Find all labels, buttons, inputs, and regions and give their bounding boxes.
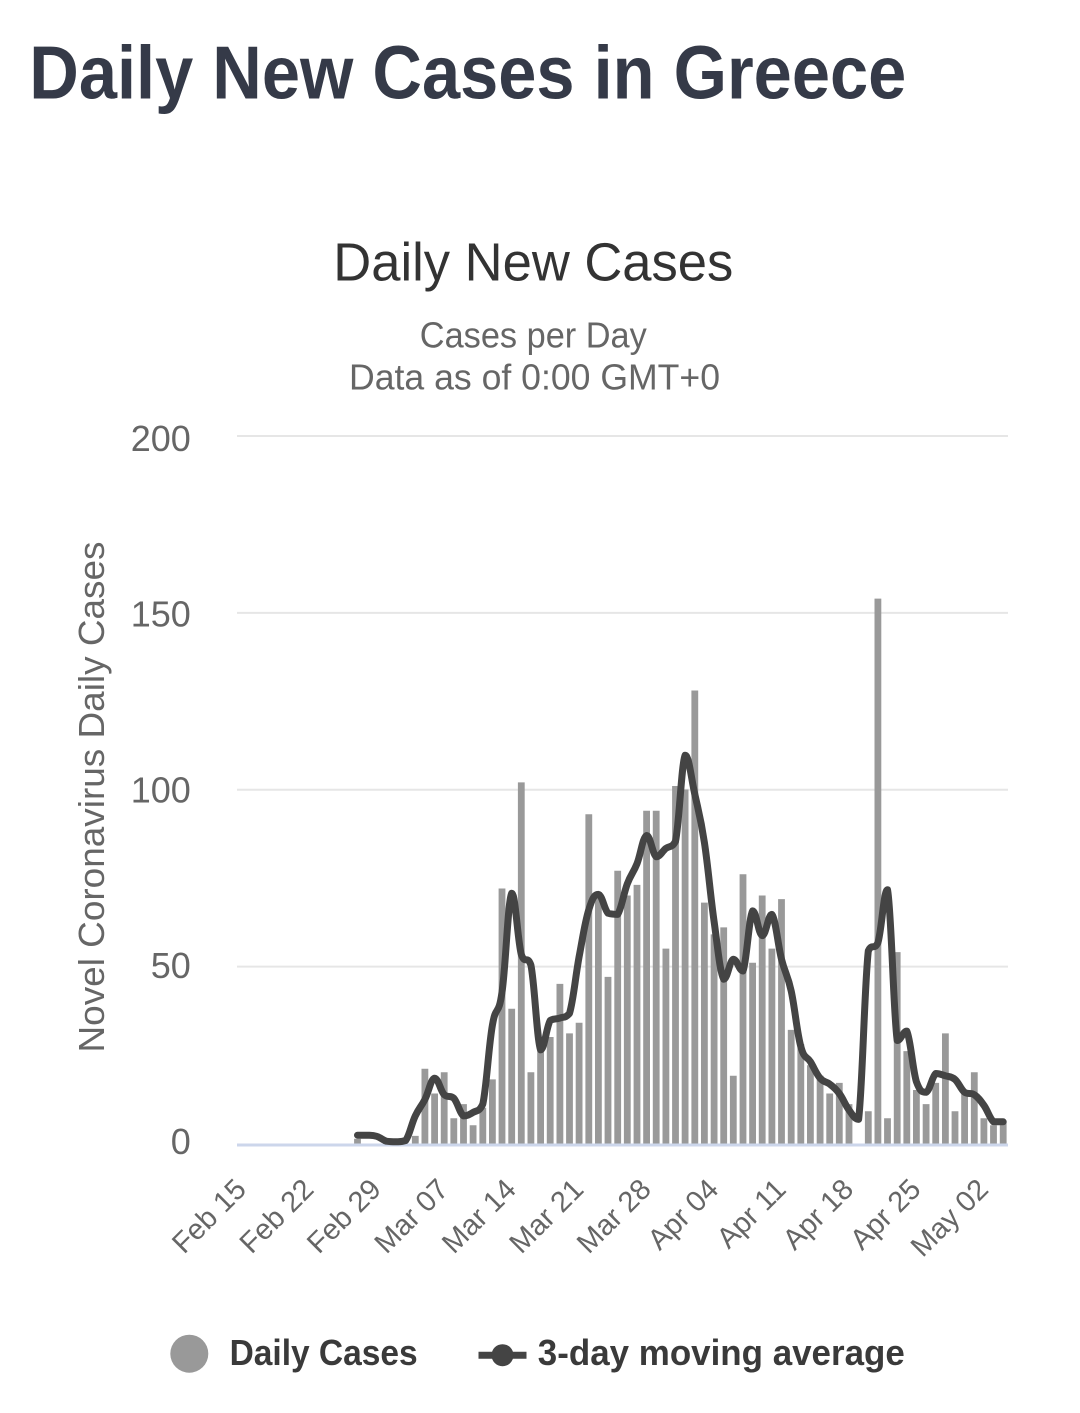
svg-text:Daily New Cases: Daily New Cases <box>333 233 733 293</box>
svg-text:50: 50 <box>151 945 191 986</box>
svg-text:Daily New Cases in Greece: Daily New Cases in Greece <box>29 31 906 115</box>
svg-text:Cases per Day: Cases per Day <box>420 314 647 355</box>
svg-text:100: 100 <box>131 769 191 810</box>
svg-text:150: 150 <box>131 594 191 635</box>
svg-text:0: 0 <box>171 1121 191 1162</box>
svg-text:200: 200 <box>131 418 191 459</box>
svg-text:3-day moving average: 3-day moving average <box>538 1332 905 1373</box>
svg-text:Novel Coronavirus Daily Cases: Novel Coronavirus Daily Cases <box>71 542 112 1053</box>
svg-text:Data as of 0:00 GMT+0: Data as of 0:00 GMT+0 <box>349 357 720 398</box>
svg-text:Daily Cases: Daily Cases <box>230 1332 418 1373</box>
